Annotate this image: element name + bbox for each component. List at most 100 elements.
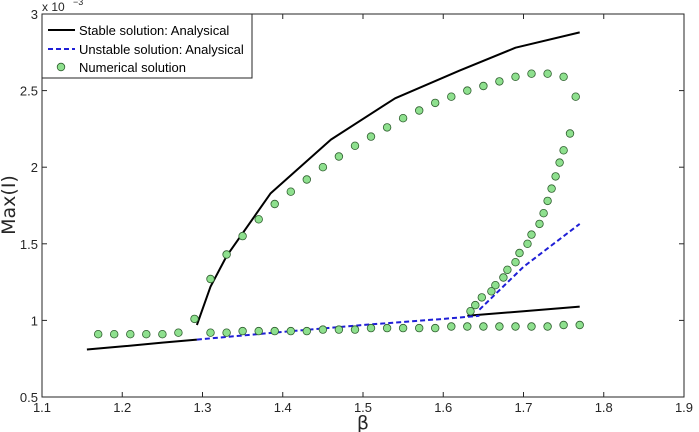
x-tick-label: 1.2 bbox=[113, 400, 131, 415]
numerical-point bbox=[511, 258, 520, 267]
y-tick-label: 2.5 bbox=[20, 84, 38, 99]
numerical-point bbox=[206, 274, 215, 284]
numerical-point bbox=[174, 328, 183, 337]
numerical-point bbox=[270, 199, 279, 209]
numerical-point bbox=[559, 320, 568, 330]
stable-series-line bbox=[86, 338, 197, 351]
numerical-point bbox=[382, 123, 392, 132]
numerical-point bbox=[398, 113, 408, 123]
x-tick-label: 1.5 bbox=[354, 400, 372, 415]
y-tick-label: 1.5 bbox=[20, 237, 38, 252]
numerical-point bbox=[477, 293, 486, 302]
numerical-point bbox=[334, 152, 344, 161]
numerical-point bbox=[254, 326, 263, 336]
numerical-point bbox=[398, 323, 408, 333]
stable-series-line bbox=[467, 305, 580, 317]
numerical-point bbox=[466, 307, 475, 316]
numerical-point bbox=[142, 330, 151, 339]
numerical-point bbox=[222, 328, 231, 337]
x-tick-label: 1.9 bbox=[675, 400, 693, 415]
numerical-point bbox=[527, 230, 536, 239]
numerical-point bbox=[270, 326, 279, 336]
numerical-point bbox=[487, 287, 496, 296]
x-axis-label: β bbox=[357, 412, 369, 432]
y-axis-label: Max(I) bbox=[0, 175, 20, 235]
numerical-point bbox=[206, 328, 215, 337]
numerical-point bbox=[302, 326, 311, 336]
numerical-point bbox=[93, 330, 103, 339]
x-tick-label: 1.4 bbox=[274, 400, 292, 415]
numerical-point bbox=[447, 92, 456, 101]
legend-swatch-numerical bbox=[56, 62, 66, 72]
numerical-point bbox=[503, 265, 512, 274]
numerical-point bbox=[350, 141, 360, 150]
numerical-point bbox=[471, 300, 480, 310]
numerical-point bbox=[555, 158, 564, 167]
numerical-point bbox=[515, 248, 524, 258]
x-tick-label: 1.3 bbox=[193, 400, 211, 415]
x-tick-label: 1.7 bbox=[514, 400, 532, 415]
numerical-point bbox=[126, 330, 135, 339]
numerical-point bbox=[366, 132, 376, 141]
numerical-point bbox=[222, 250, 231, 259]
numerical-point bbox=[535, 219, 544, 229]
numerical-point bbox=[238, 326, 247, 336]
numerical-point bbox=[543, 322, 552, 331]
numerical-point bbox=[415, 323, 424, 333]
y-tick-label: 3 bbox=[31, 7, 38, 22]
numerical-point bbox=[334, 325, 344, 334]
numerical-point bbox=[431, 323, 440, 333]
y-multiplier-exponent: −3 bbox=[73, 0, 83, 7]
y-tick-label: 2 bbox=[31, 160, 38, 175]
numerical-point bbox=[463, 86, 472, 95]
numerical-point bbox=[318, 325, 328, 334]
numerical-point bbox=[559, 146, 568, 155]
numerical-point bbox=[527, 322, 536, 331]
legend: Stable solution: Analysical Unstable sol… bbox=[41, 13, 253, 79]
numerical-point bbox=[350, 325, 360, 334]
y-tick-label: 1 bbox=[31, 313, 38, 328]
numerical-point bbox=[575, 320, 584, 330]
numerical-point bbox=[302, 175, 311, 184]
numerical-point bbox=[109, 330, 119, 339]
numerical-point bbox=[527, 69, 536, 78]
legend-label-stable: Stable solution: Analysical bbox=[79, 23, 229, 38]
x-tick-label: 1.8 bbox=[595, 400, 613, 415]
numerical-point bbox=[565, 129, 575, 138]
numerical-point bbox=[511, 72, 520, 81]
y-multiplier-base: x 10 bbox=[42, 0, 65, 14]
numerical-point bbox=[543, 196, 552, 206]
numerical-point bbox=[499, 273, 508, 282]
numerical-point bbox=[571, 92, 580, 101]
numerical-point bbox=[382, 323, 392, 333]
legend-label-unstable: Unstable solution: Analysical bbox=[79, 42, 244, 57]
unstable-series-line bbox=[478, 223, 581, 311]
numerical-point bbox=[158, 330, 167, 339]
unstable-series-line bbox=[196, 314, 480, 341]
numerical-point bbox=[286, 326, 295, 336]
numerical-point bbox=[547, 184, 556, 193]
numerical-point bbox=[431, 98, 440, 108]
numerical-point bbox=[523, 239, 532, 248]
numerical-point bbox=[366, 323, 376, 333]
numerical-point bbox=[551, 172, 560, 181]
numerical-point bbox=[479, 81, 488, 91]
numerical-point bbox=[539, 208, 548, 218]
numerical-point bbox=[543, 69, 552, 78]
legend-box bbox=[41, 13, 253, 79]
plot-content bbox=[86, 31, 584, 351]
numerical-point bbox=[511, 322, 520, 331]
numerical-point bbox=[495, 77, 504, 86]
x-tick-label: 1.1 bbox=[33, 400, 51, 415]
legend-label-numerical: Numerical solution bbox=[79, 60, 186, 75]
stable-series-line bbox=[195, 31, 580, 326]
numerical-point bbox=[190, 314, 199, 324]
numerical-point bbox=[491, 281, 500, 290]
x-tick-label: 1.6 bbox=[434, 400, 452, 415]
numerical-point bbox=[254, 215, 263, 224]
numerical-point bbox=[479, 322, 488, 331]
numerical-point bbox=[238, 231, 247, 241]
y-tick-label: 0.5 bbox=[20, 390, 38, 405]
numerical-point bbox=[463, 322, 472, 331]
